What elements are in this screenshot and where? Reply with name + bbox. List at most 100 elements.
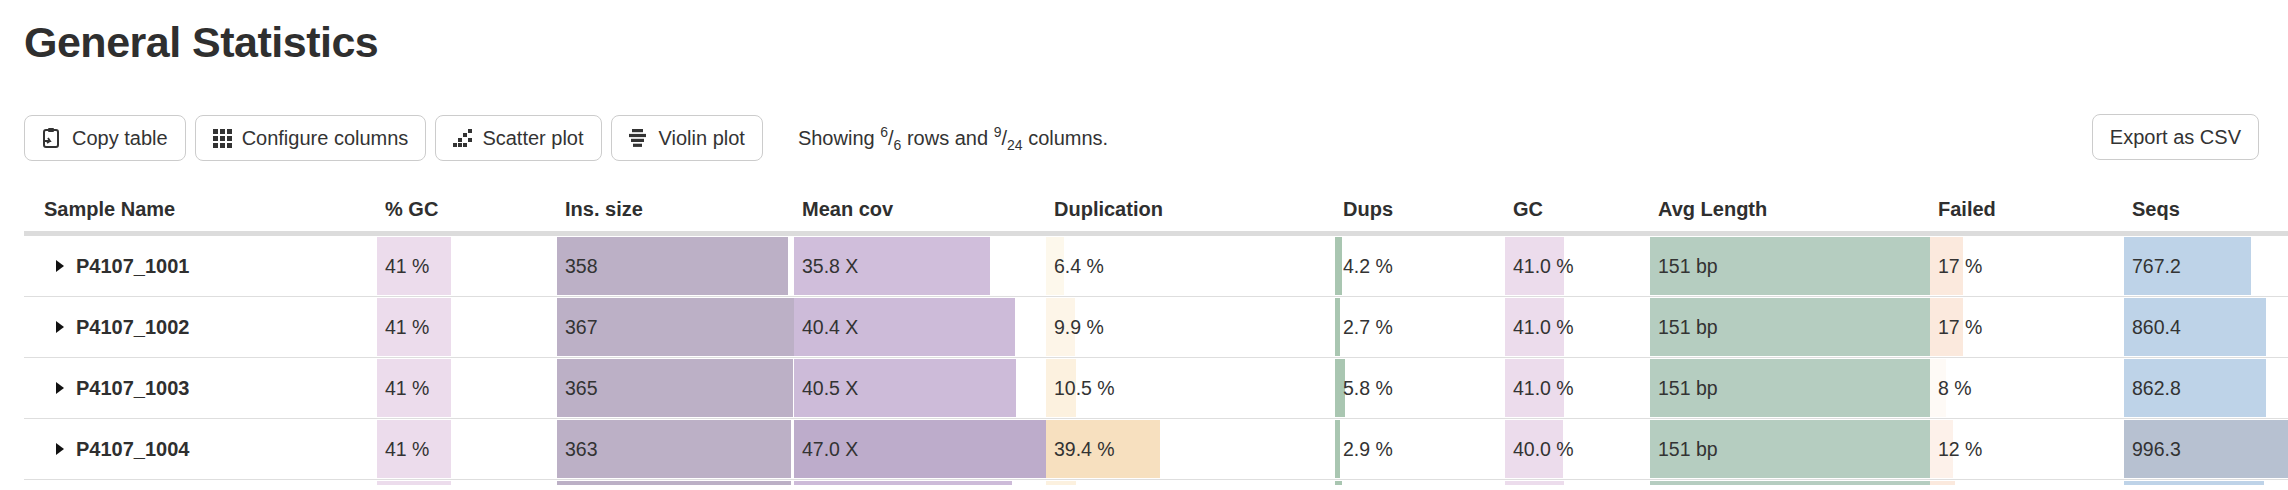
row-expand-icon[interactable] [56,443,64,455]
rows-shown: 6 [880,124,888,140]
cell-value: 40.4 X [794,297,1046,357]
value-cell: 358 [557,236,794,296]
column-header-failed[interactable]: Failed [1930,186,2124,231]
value-cell: 47.0 X [794,419,1046,479]
export-csv-button[interactable]: Export as CSV [2092,114,2259,160]
cell-value: 358 [557,236,794,296]
copy-table-label: Copy table [72,127,168,150]
cell-value: 12 % [1930,419,2124,479]
violin-icon [629,129,649,147]
showing-summary: Showing 6/6 rows and 9/24 columns. [798,124,1108,153]
scatter-icon [453,129,472,148]
value-cell [1930,480,2124,486]
column-header-avg-length[interactable]: Avg Length [1650,186,1930,231]
value-cell: 10.5 % [1046,358,1335,418]
configure-columns-button[interactable]: Configure columns [195,115,427,161]
cell-value: 151 bp [1650,236,1930,296]
value-cell: 6.4 % [1046,236,1335,296]
cell-value: 6.4 % [1046,236,1335,296]
cell-value: 767.2 [2124,236,2288,296]
value-cell: 151 bp [1650,236,1930,296]
violin-plot-button[interactable]: Violin plot [611,115,763,161]
value-cell [794,480,1046,486]
value-cell: 40.0 % [1505,419,1650,479]
general-statistics-section: General Statistics Copy table Configure … [0,0,2288,486]
value-cell: 767.2 [2124,236,2288,296]
cell-value: 151 bp [1650,358,1930,418]
cell-value: 151 bp [1650,297,1930,357]
value-cell: 17 % [1930,236,2124,296]
cell-value: 41.0 % [1505,358,1650,418]
value-cell: 365 [557,358,794,418]
column-header-gc[interactable]: GC [1505,186,1650,231]
value-cell: 41.0 % [1505,236,1650,296]
value-cell: 41 % [377,358,557,418]
cell-value: 367 [557,297,794,357]
value-cell [2124,480,2288,486]
cell-value: 4.2 % [1335,236,1505,296]
rows-total: 6 [894,136,902,152]
row-expand-icon[interactable] [56,382,64,394]
cell-value: 8 % [1930,358,2124,418]
value-cell: 12 % [1930,419,2124,479]
cell-value: 40.5 X [794,358,1046,418]
cell-value: 2.9 % [1335,419,1505,479]
cell-value: 860.4 [2124,297,2288,357]
value-cell: 367 [557,297,794,357]
cell-value: 17 % [1930,236,2124,296]
cell-value: 35.8 X [794,236,1046,296]
value-cell: 2.7 % [1335,297,1505,357]
column-header-mean-cov[interactable]: Mean cov [794,186,1046,231]
general-stats-table: Sample Name% GCIns. sizeMean covDuplicat… [24,186,2288,486]
value-cell: 5.8 % [1335,358,1505,418]
configure-columns-label: Configure columns [242,127,409,150]
sample-name-cell[interactable]: P4107_1002 [24,297,377,357]
value-cell [1650,480,1930,486]
value-cell: 41 % [377,297,557,357]
sample-name: P4107_1004 [76,438,189,461]
row-expand-icon[interactable] [56,260,64,272]
cell-value: 5.8 % [1335,358,1505,418]
sample-name-cell[interactable]: P4107_1001 [24,236,377,296]
value-cell: 41.0 % [1505,358,1650,418]
row-expand-icon[interactable] [56,321,64,333]
value-cell: 151 bp [1650,358,1930,418]
value-cell: 41.0 % [1505,297,1650,357]
sample-name-cell[interactable]: P4107_1004 [24,419,377,479]
cell-value: 17 % [1930,297,2124,357]
copy-table-button[interactable]: Copy table [24,115,186,161]
table-header: Sample Name% GCIns. sizeMean covDuplicat… [24,186,2288,236]
cell-value: 47.0 X [794,419,1046,479]
table-row: P4107_100141 %35835.8 X6.4 %4.2 %41.0 %1… [24,236,2288,297]
cell-value: 41 % [377,419,557,479]
sample-name-cell[interactable]: P4107_1003 [24,358,377,418]
value-cell: 862.8 [2124,358,2288,418]
column-header-ins-size[interactable]: Ins. size [557,186,794,231]
cell-value: 2.7 % [1335,297,1505,357]
value-cell: 9.9 % [1046,297,1335,357]
cell-value: 39.4 % [1046,419,1335,479]
value-cell: 40.4 X [794,297,1046,357]
cell-value: 363 [557,419,794,479]
value-cell [1046,480,1335,486]
value-cell: 4.2 % [1335,236,1505,296]
column-header-duplication[interactable]: Duplication [1046,186,1335,231]
cell-value: 862.8 [2124,358,2288,418]
column-header-seqs[interactable]: Seqs [2124,186,2288,231]
value-cell: 363 [557,419,794,479]
cols-shown: 9 [994,124,1002,140]
value-bar [1650,481,1930,485]
column-header-sample-name[interactable]: Sample Name [24,186,377,231]
table-row-partial [24,480,2288,486]
value-cell: 860.4 [2124,297,2288,357]
value-bar [794,481,1012,485]
scatter-plot-button[interactable]: Scatter plot [435,115,601,161]
table-row: P4107_100241 %36740.4 X9.9 %2.7 %41.0 %1… [24,297,2288,358]
clipboard-icon [42,127,62,149]
column-header-dups[interactable]: Dups [1335,186,1505,231]
value-cell: 151 bp [1650,419,1930,479]
export-csv-label: Export as CSV [2110,126,2241,149]
column-header--gc[interactable]: % GC [377,186,557,231]
value-cell [1335,480,1505,486]
sample-name: P4107_1001 [76,255,189,278]
